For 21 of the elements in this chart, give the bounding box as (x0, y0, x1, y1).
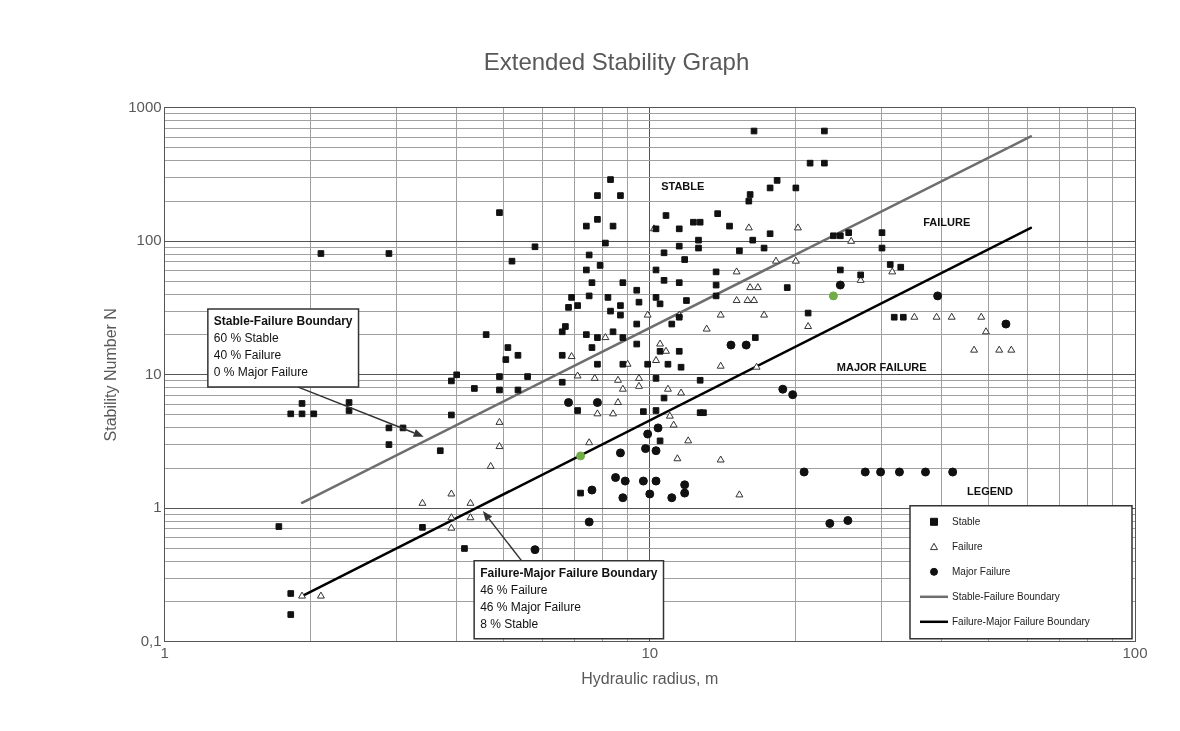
chart-title: Extended Stability Graph (483, 48, 750, 76)
legend-label: Stable (952, 515, 981, 527)
annotation: Failure-Major Failure Boundary 46 % Failure 46 % Major Failure 8 % Stable (480, 565, 658, 631)
legend-label: Major Failure (952, 565, 1011, 577)
y-tick-label: 100 (136, 231, 162, 249)
annotation: MAJOR FAILURE (836, 361, 927, 374)
legend-title: LEGEND (967, 484, 1013, 497)
y-tick-label: 0,1 (140, 631, 162, 649)
annotation: Stable-Failure Boundary 60 % Stable 40 % Failure 0 % Major Failure (213, 314, 353, 380)
annotation: STABLE (661, 179, 705, 192)
x-tick-label: 10 (641, 643, 659, 661)
y-tick-label: 1000 (128, 97, 162, 115)
annotation: FAILURE (923, 216, 971, 229)
legend-label: Failure-Major Failure Boundary (952, 615, 1090, 627)
y-tick-label: 10 (144, 364, 162, 382)
y-axis-title: Stability Number N (102, 308, 120, 442)
legend-label: Stable-Failure Boundary (952, 590, 1060, 602)
legend-label: Failure (952, 540, 983, 552)
y-tick-label: 1 (153, 498, 162, 516)
x-tick-label: 100 (1122, 643, 1148, 661)
x-axis-title: Hydraulic radius, m (581, 669, 719, 687)
